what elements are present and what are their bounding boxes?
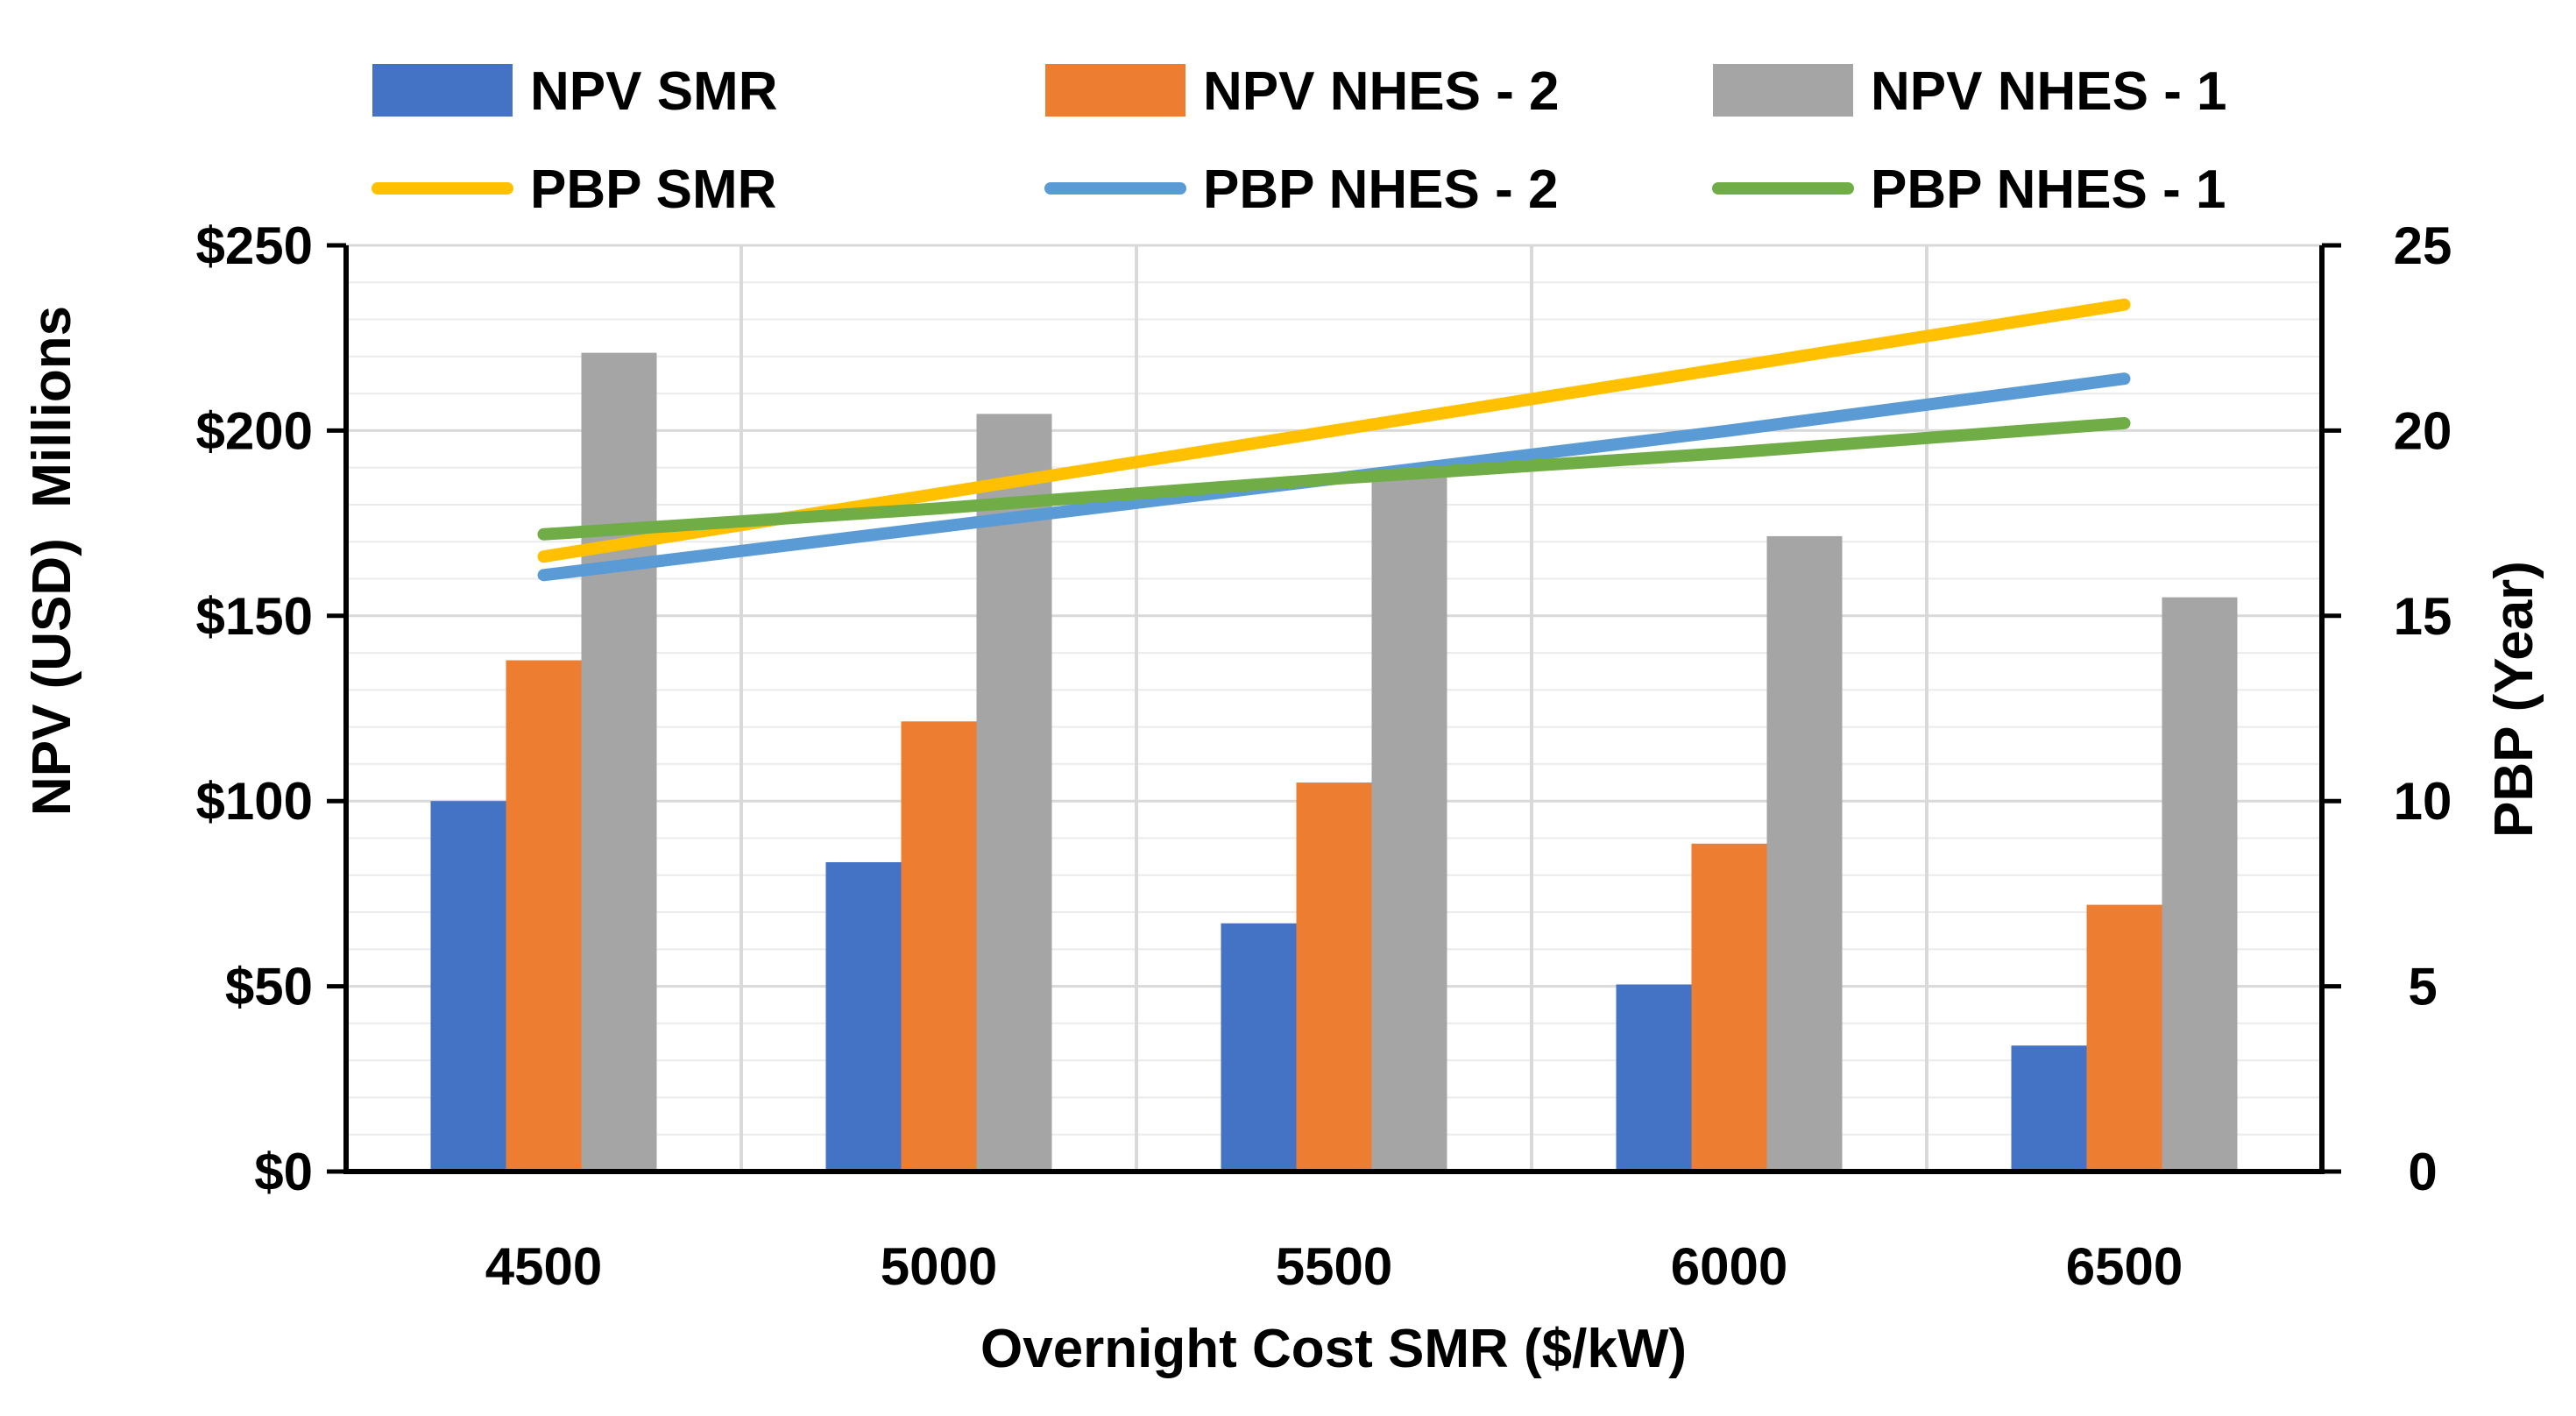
- bar-npv-nhes---2-5000: [901, 721, 977, 1172]
- bar-series-group: [430, 352, 2238, 1172]
- legend-label: NPV SMR: [530, 61, 777, 122]
- right-y-axis-title: PBP (Year): [2484, 561, 2544, 838]
- left-tick-label: $250: [196, 216, 313, 275]
- bar-npv-nhes---1-4500: [581, 352, 657, 1172]
- right-tick-label: 20: [2394, 401, 2452, 460]
- x-tick-label: 4500: [485, 1237, 602, 1296]
- bar-npv-nhes---2-5500: [1296, 782, 1372, 1172]
- left-tick-label: $150: [196, 587, 313, 646]
- legend: NPV SMR NPV NHES - 2 NPV NHES - 1 PBP SMR PB…: [372, 61, 2227, 220]
- bar-npv-smr-4500: [430, 801, 506, 1172]
- bar-npv-smr-6500: [2011, 1045, 2087, 1172]
- bar-npv-nhes---1-5500: [1371, 475, 1447, 1172]
- legend-label: PBP NHES - 1: [1871, 159, 2226, 220]
- bar-npv-nhes---1-6500: [2162, 597, 2238, 1172]
- legend-label: PBP NHES - 2: [1203, 159, 1558, 220]
- right-tick-label: 25: [2394, 216, 2452, 275]
- line-pbp-nhes---1: [537, 416, 2131, 541]
- legend-label: PBP SMR: [530, 159, 776, 220]
- legend-swatch-bar: [1713, 64, 1853, 117]
- line-series-group: [537, 298, 2131, 582]
- x-tick-label: 5500: [1276, 1237, 1392, 1296]
- axes: $0 $50 $100 $150 $200 $250 0 5 10 15 20 25 4500 5000 5…: [196, 216, 2452, 1296]
- gridlines: [346, 244, 2322, 1172]
- legend-swatch-bar: [1045, 64, 1185, 117]
- bar-npv-nhes---1-5000: [976, 414, 1052, 1172]
- bar-npv-nhes---1-6000: [1766, 535, 1843, 1172]
- left-tick-label: $0: [254, 1143, 313, 1201]
- left-y-axis-title: NPV (USD) Millions: [22, 306, 82, 816]
- bar-npv-smr-5000: [825, 861, 902, 1172]
- bar-npv-smr-5500: [1221, 923, 1297, 1172]
- left-tick-label: $200: [196, 401, 313, 460]
- legend-swatch-bar: [372, 64, 513, 117]
- bar-npv-nhes---2-4500: [506, 660, 582, 1172]
- x-tick-label: 6500: [2066, 1237, 2183, 1296]
- right-tick-label: 15: [2394, 587, 2452, 646]
- x-tick-label: 5000: [881, 1237, 997, 1296]
- x-tick-label: 6000: [1671, 1237, 1787, 1296]
- x-axis-title: Overnight Cost SMR ($/kW): [980, 1319, 1687, 1379]
- left-tick-label: $100: [196, 772, 313, 831]
- right-tick-label: 0: [2408, 1143, 2437, 1201]
- left-tick-label: $50: [225, 958, 313, 1016]
- legend-label: NPV NHES - 1: [1871, 61, 2227, 122]
- bar-npv-smr-6000: [1616, 984, 1692, 1172]
- bar-npv-nhes---2-6000: [1691, 843, 1767, 1172]
- right-tick-label: 10: [2394, 772, 2452, 831]
- right-tick-label: 5: [2408, 958, 2437, 1016]
- bar-npv-nhes---2-6500: [2086, 904, 2162, 1172]
- legend-label: NPV NHES - 2: [1203, 61, 1560, 122]
